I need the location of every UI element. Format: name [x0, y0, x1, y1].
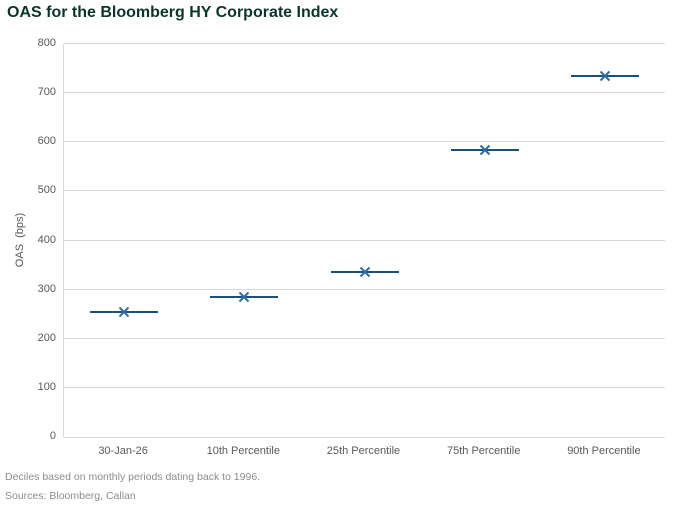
gridline	[64, 288, 665, 290]
x-marker-icon	[599, 70, 611, 82]
y-tick-label: 400	[37, 233, 56, 246]
y-tick-label: 700	[37, 86, 56, 99]
x-tick-label: 25th Percentile	[326, 445, 401, 457]
x-tick-label: 30-Jan-26	[98, 445, 148, 457]
gridline	[64, 337, 665, 339]
data-point	[90, 305, 159, 319]
x-marker-icon	[359, 267, 370, 278]
gridline	[64, 92, 665, 94]
x-marker-icon	[479, 144, 490, 155]
gridline	[64, 43, 665, 44]
gridline	[64, 386, 665, 388]
gridline	[64, 239, 665, 241]
footnote-sources: Sources: Bloomberg, Callan	[5, 490, 136, 502]
x-tick-label: 10th Percentile	[206, 445, 280, 457]
y-tick-label: 600	[37, 135, 56, 148]
data-point	[210, 290, 279, 304]
chart-title: OAS for the Bloomberg HY Corporate Index	[7, 4, 339, 21]
plot-area	[63, 43, 665, 438]
x-tick-label: 90th Percentile	[567, 445, 641, 457]
y-tick-label: 800	[37, 37, 56, 49]
x-axis-line	[64, 437, 665, 438]
data-point	[450, 143, 519, 157]
y-tick-label: 100	[37, 380, 56, 393]
data-point	[570, 69, 639, 83]
y-tick-label: 500	[37, 184, 56, 197]
gridline	[64, 141, 665, 143]
data-point	[330, 265, 399, 279]
x-marker-icon	[118, 306, 130, 317]
x-tick-label: 75th Percentile	[446, 445, 521, 457]
y-tick-label: 200	[37, 331, 56, 344]
gridline	[64, 190, 665, 192]
x-marker-icon	[239, 291, 250, 303]
footnote-deciles: Deciles based on monthly periods dating …	[5, 471, 261, 483]
y-tick-label: 0	[49, 430, 56, 442]
y-tick-label: 300	[37, 282, 56, 295]
